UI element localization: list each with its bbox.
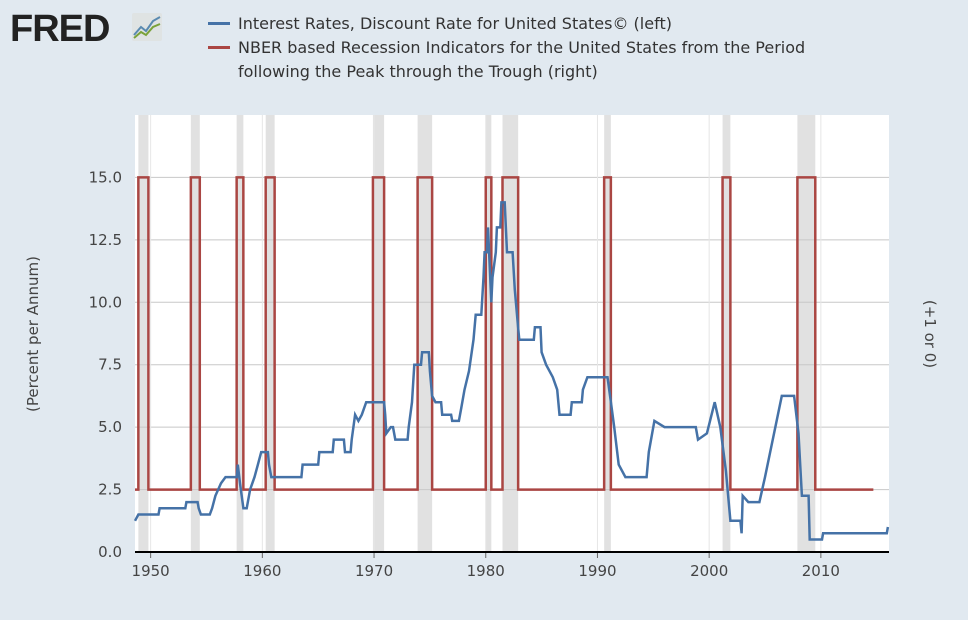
y-tick-label: 5.0 xyxy=(98,418,122,436)
legend-item-discount-rate[interactable]: Interest Rates, Discount Rate for United… xyxy=(208,12,848,36)
y-tick-label: 12.5 xyxy=(89,231,122,249)
recession-shade xyxy=(372,115,385,552)
fred-logo[interactable]: FRED xyxy=(10,8,110,50)
recession-shade xyxy=(797,115,816,552)
x-tick-label: 1970 xyxy=(355,562,393,580)
y-tick-label: 7.5 xyxy=(98,356,122,374)
recession-shade xyxy=(138,115,149,552)
y-tick-label: 15.0 xyxy=(89,168,122,186)
recession-shade xyxy=(417,115,433,552)
legend-label: NBER based Recession Indicators for the … xyxy=(238,38,806,81)
y-tick-label: 10.0 xyxy=(89,293,122,311)
x-tick-label: 1950 xyxy=(132,562,170,580)
recession-shade xyxy=(604,115,611,552)
series-recession-line xyxy=(135,176,874,491)
y-axis-left-label: (Percent per Annum) xyxy=(24,256,42,412)
legend-swatch xyxy=(208,22,230,25)
legend: Interest Rates, Discount Rate for United… xyxy=(208,12,848,84)
x-tick-label: 2010 xyxy=(802,562,840,580)
recession-shade xyxy=(265,115,275,552)
x-tick-label: 1960 xyxy=(243,562,281,580)
x-tick-label: 1980 xyxy=(467,562,505,580)
legend-item-recession[interactable]: NBER based Recession Indicators for the … xyxy=(208,36,848,84)
recession-shade xyxy=(236,115,244,552)
recession-shade xyxy=(502,115,519,552)
recession-shade xyxy=(722,115,731,552)
recession-shade xyxy=(190,115,200,552)
recession-shade xyxy=(485,115,492,552)
x-tick-label: 1990 xyxy=(578,562,616,580)
series-discount-rate-line xyxy=(133,201,890,541)
legend-label: Interest Rates, Discount Rate for United… xyxy=(238,14,672,33)
fred-chart-icon xyxy=(132,13,162,41)
x-tick-label: 2000 xyxy=(690,562,728,580)
y-axis-right-label: (+1 or 0) xyxy=(921,300,939,368)
legend-swatch xyxy=(208,46,230,49)
y-tick-label: 2.5 xyxy=(98,481,122,499)
y-tick-label: 0.0 xyxy=(98,543,122,561)
